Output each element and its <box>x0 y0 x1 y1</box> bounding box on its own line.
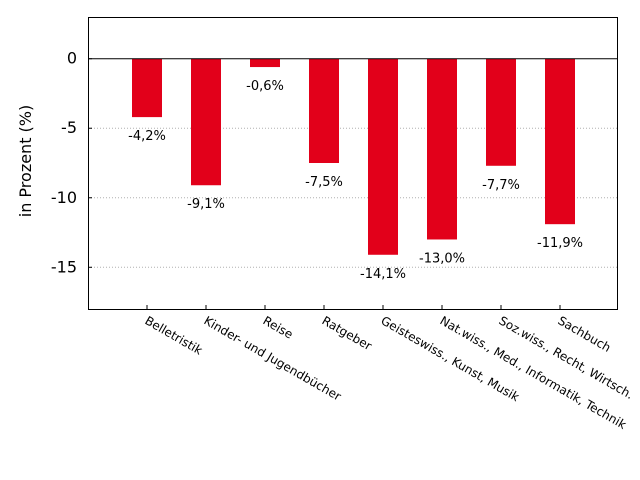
bar <box>368 58 398 255</box>
plot-frame <box>88 17 618 310</box>
bar <box>191 58 221 186</box>
y-axis-label: in Prozent (%) <box>16 105 35 217</box>
data-label: -14,1% <box>360 267 406 282</box>
data-label: -0,6% <box>246 79 284 94</box>
grid-lines <box>88 127 617 268</box>
bar <box>545 58 575 225</box>
data-label: -7,7% <box>482 178 520 193</box>
y-tick-label: -5 <box>61 118 77 137</box>
y-tick-label: -10 <box>51 188 77 207</box>
y-axis: 0 -5 -10 -15 <box>51 49 92 276</box>
x-tick-label: Belletristik <box>143 313 205 357</box>
x-tick-label: Reise <box>261 313 296 341</box>
data-label: -13,0% <box>419 251 465 266</box>
data-label: -11,9% <box>537 236 583 251</box>
y-tick-label: 0 <box>67 49 77 68</box>
bars <box>132 58 575 255</box>
x-tick-label: Ratgeber <box>320 313 375 353</box>
data-labels: -4,2% -9,1% -0,6% -7,5% -14,1% -13,0% -7,7% -11… <box>128 79 583 282</box>
bar <box>250 58 280 68</box>
bar <box>309 58 339 163</box>
data-label: -9,1% <box>187 197 225 212</box>
data-label: -7,5% <box>305 175 343 190</box>
y-tick-label: -15 <box>51 257 77 276</box>
bar <box>132 58 162 118</box>
data-label: -4,2% <box>128 129 166 144</box>
bar <box>427 58 457 240</box>
bar <box>486 58 516 166</box>
